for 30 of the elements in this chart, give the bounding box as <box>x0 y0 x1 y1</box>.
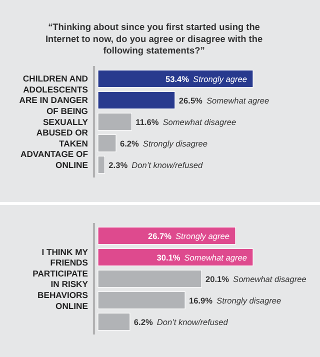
data-label: 26.7% <box>148 230 172 241</box>
data-label: 53.4% <box>166 74 190 84</box>
y-tick-label: Strongly disagree <box>142 138 208 148</box>
data-label: 20.1% <box>206 274 230 284</box>
bar <box>98 312 130 331</box>
bar <box>98 134 116 152</box>
y-tick-label: Somewhat disagree <box>162 116 236 127</box>
y-tick-label: Strongly agree <box>176 230 230 241</box>
bar <box>98 112 132 131</box>
data-label: 16.9% <box>189 295 214 306</box>
bar <box>98 270 202 288</box>
y-tick-label: Don’t know/refused <box>132 160 204 170</box>
chart-title: “Thinking about since you first started using the Internet to now, do you agree or disagree with the following statements?” <box>45 22 263 56</box>
text: CHILDREN AND ADOLESCENTS ARE IN DANGER OF BEING SEXUALLY ABUSED OR TAKEN ADVANTAGE OF ONLINE <box>19 74 88 170</box>
data-label: 11.6% <box>136 116 160 127</box>
y-axis-title: I THINK MY FRIENDS PARTICIPATE IN RISKY BEHAVIORS ONLINE <box>32 246 88 311</box>
data-label: 6.2% <box>134 316 154 327</box>
y-tick-label: Don’t know/refused <box>156 316 228 327</box>
y-tick-label: Somewhat agree <box>206 95 270 106</box>
data-label: 26.5% <box>178 95 204 106</box>
data-label: 30.1% <box>156 252 181 262</box>
bar <box>98 291 186 310</box>
bar <box>98 156 105 174</box>
y-tick-label: Strongly disagree <box>216 295 282 306</box>
data-label: 6.2% <box>120 138 140 148</box>
y-tick-label: Somewhat disagree <box>233 274 307 284</box>
y-tick-label: Somewhat agree <box>184 252 248 262</box>
bar <box>98 91 176 110</box>
data-label: 2.3% <box>108 160 128 170</box>
y-tick-label: Strongly agree <box>193 74 248 84</box>
